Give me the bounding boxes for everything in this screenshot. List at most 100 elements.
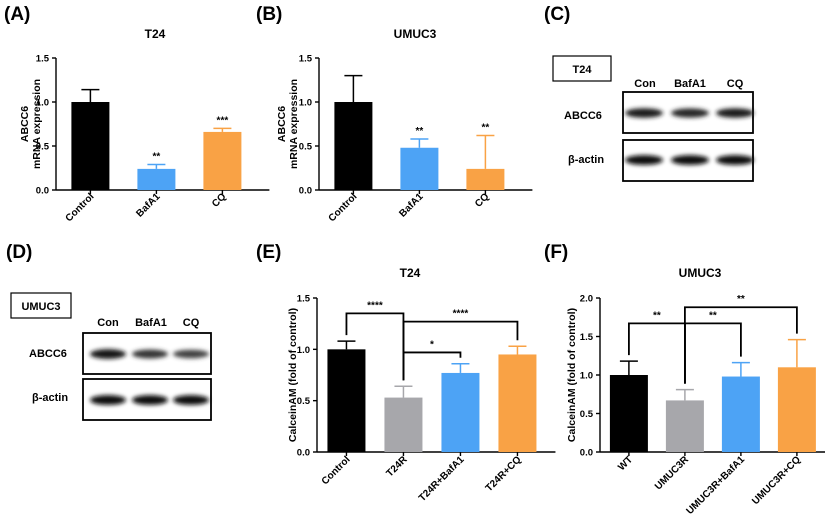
blot-band (173, 395, 209, 405)
y-axis-label: ABCC6mRNA expression (19, 79, 43, 169)
y-axis-label-line: mRNA expression (288, 79, 300, 169)
row-label-beta-actin: β-actin (32, 392, 68, 404)
significance-label: ** (709, 310, 717, 321)
significance-label: ** (482, 122, 490, 133)
significance-label: *** (217, 115, 229, 126)
lane-label-cq: CQ (727, 78, 744, 90)
chart-f: UMUC3 CalceinAM (fold of control)0.0 0.5 1.… (566, 266, 825, 517)
significance-label: **** (453, 309, 469, 320)
blot-band (173, 349, 209, 359)
panel-label-f: (F) (544, 242, 568, 263)
bar (327, 349, 366, 452)
blot-band (671, 108, 709, 118)
y-tick-label: 0.5 (299, 142, 313, 153)
bar (721, 376, 760, 452)
y-axis-label: CalceinAM (fold of control) (287, 308, 299, 442)
significance-label: ** (737, 294, 745, 305)
lane-label-cq: CQ (183, 317, 200, 329)
bar (665, 400, 704, 452)
chart-title: T24 (400, 266, 421, 280)
x-tick-label: Control (320, 454, 353, 487)
cell-line-box (10, 292, 72, 319)
cell-line-label: UMUC3 (21, 301, 60, 313)
lane-label-bafa1: BafA1 (674, 78, 706, 90)
x-tick-label: UMUC3R+CQ (750, 454, 803, 507)
y-tick-label: 1.0 (36, 98, 49, 109)
x-tick-label: T24R+CQ (484, 454, 524, 494)
blot-band (90, 395, 126, 405)
y-axis-label-line: mRNA expression (31, 79, 43, 169)
y-tick-label: 0.0 (299, 186, 312, 197)
y-tick-label: 1.5 (299, 54, 313, 65)
x-tick-label: T24R+BafA1 (417, 454, 467, 504)
panel-label-e: (E) (256, 242, 281, 263)
y-tick-label: 1.5 (297, 294, 311, 305)
blot-c: T24 Con BafA1 CQ ABCC6 β-actin (552, 55, 754, 182)
bar (777, 367, 816, 452)
bar (609, 375, 648, 452)
y-tick-label: 0.0 (580, 448, 593, 459)
bar (203, 131, 242, 190)
x-tick-label: Control (64, 191, 97, 224)
y-axis-label: CalceinAM (fold of control) (566, 308, 578, 442)
y-axis-label-line: CalceinAM (fold of control) (287, 308, 299, 442)
significance-bracket (402, 320, 519, 381)
y-axis-label-line: CalceinAM (fold of control) (566, 308, 578, 442)
blot-band (625, 108, 663, 118)
blot-band (625, 155, 663, 165)
lane-label-bafa1: BafA1 (135, 317, 167, 329)
blot-band (132, 349, 168, 359)
bar (466, 168, 505, 190)
y-tick-label: 0.5 (36, 142, 50, 153)
x-tick-label: Control (327, 191, 360, 224)
y-tick-label: 0.5 (297, 396, 311, 407)
bar (498, 354, 537, 452)
bar (441, 372, 480, 452)
significance-label: ** (416, 126, 424, 137)
blot-band (716, 155, 754, 165)
chart-title: T24 (145, 27, 166, 41)
chart-title: UMUC3 (394, 27, 437, 41)
x-tick-label: T24R (385, 454, 411, 480)
panel-label-a: (A) (4, 4, 30, 25)
y-tick-label: 0.0 (297, 448, 310, 459)
panel-label-c: (C) (544, 4, 570, 25)
bar (137, 168, 176, 190)
significance-bracket (684, 306, 798, 384)
x-tick-label: CQ (473, 191, 492, 210)
panel-label-d: (D) (6, 242, 32, 263)
row-label-abcc6: ABCC6 (29, 348, 67, 360)
blot-band (132, 395, 168, 405)
blot-d: UMUC3 Con BafA1 CQ ABCC6 β-actin (10, 292, 212, 421)
bar (400, 147, 439, 190)
y-axis-label-line: ABCC6 (276, 106, 288, 142)
x-tick-label: UMUC3R (653, 454, 692, 493)
lane-label-con: Con (634, 78, 656, 90)
chart-e: T24 CalceinAM (fold of control) 0.0 0.5 1.0 1… (287, 266, 556, 504)
y-axis-label: ABCC6mRNA expression (276, 79, 300, 169)
significance-bracket (684, 322, 742, 384)
bar (384, 397, 423, 452)
significance-label: * (430, 339, 434, 350)
x-tick-label: UMUC3R+BafA1 (684, 454, 747, 517)
chart-b: UMUC3 ABCC6mRNA expression 0.0 0.5 1.0 1.5 Con… (276, 27, 533, 224)
row-label-abcc6: ABCC6 (564, 110, 602, 122)
row-label-beta-actin: β-actin (568, 154, 604, 166)
blot-band (716, 108, 754, 118)
chart-title: UMUC3 (679, 266, 722, 280)
bar (71, 102, 110, 190)
y-tick-label: 1.0 (299, 98, 312, 109)
x-tick-label: CQ (210, 191, 229, 210)
x-tick-label: BafA1 (397, 191, 426, 220)
cell-line-box (552, 55, 612, 82)
y-tick-label: 1.0 (580, 371, 593, 382)
significance-label: **** (367, 300, 383, 311)
significance-label: ** (153, 151, 161, 162)
bar (334, 102, 373, 190)
y-tick-label: 1.0 (297, 345, 310, 356)
x-tick-label: BafA1 (134, 191, 163, 220)
y-tick-label: 2.0 (580, 294, 593, 305)
chart-a: T24 ABCC6mRNA expression 0.0 0.5 1.0 1.5 Contr… (19, 27, 270, 224)
panel-label-b: (B) (256, 4, 282, 25)
cell-line-label: T24 (573, 64, 593, 76)
